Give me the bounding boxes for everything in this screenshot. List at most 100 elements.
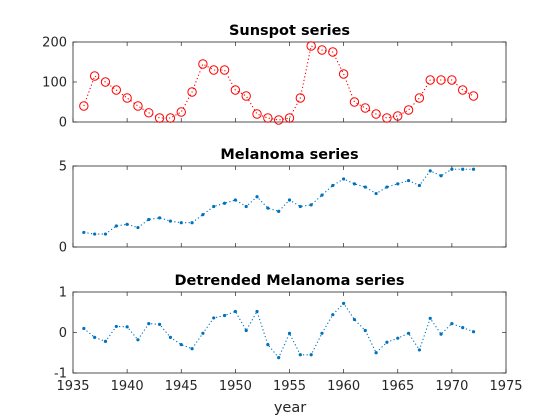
x-tick-label: 1960: [327, 379, 360, 394]
axes-frame: [72, 165, 507, 248]
data-point: [136, 225, 140, 230]
data-point: [252, 109, 262, 119]
data-point: [363, 328, 367, 333]
data-point: [425, 75, 435, 85]
y-tick-label: 200: [42, 36, 67, 51]
data-point: [461, 326, 465, 330]
axes-layer: [72, 41, 507, 374]
data-point: [403, 105, 414, 115]
data-point: [122, 93, 132, 103]
data-point: [393, 111, 403, 121]
data-point: [244, 204, 248, 209]
data-point: [273, 115, 284, 125]
y-tick-label: 0: [59, 116, 67, 131]
data-point: [331, 313, 335, 317]
x-tick-label: 1955: [273, 379, 306, 394]
data-point: [277, 356, 281, 360]
data-point: [190, 221, 194, 225]
data-point: [461, 167, 465, 171]
y-tick-label: -1: [54, 367, 67, 382]
data-point: [114, 224, 118, 228]
data-point: [277, 209, 281, 213]
data-point: [222, 313, 227, 318]
data-point: [93, 232, 97, 236]
data-point: [190, 347, 194, 351]
data-point: [93, 335, 97, 339]
data-point: [385, 185, 389, 189]
data-point: [158, 322, 162, 326]
data-point: [352, 317, 357, 322]
data-point: [284, 113, 295, 123]
data-point: [439, 174, 443, 178]
data-point: [147, 321, 151, 326]
data-point: [295, 93, 306, 103]
data-point: [176, 107, 186, 117]
data-point: [133, 101, 143, 111]
data-point: [352, 182, 357, 186]
data-point: [201, 213, 205, 217]
data-point: [125, 222, 129, 226]
data-point: [233, 198, 237, 202]
data-point: [287, 331, 292, 335]
y-tick-label: 5: [59, 160, 67, 175]
data-point: [209, 65, 219, 75]
data-point: [331, 183, 335, 188]
data-point: [82, 326, 86, 331]
data-point: [328, 47, 338, 57]
data-point: [309, 203, 313, 207]
data-point: [317, 45, 327, 55]
data-point: [179, 221, 183, 225]
data-point: [147, 217, 151, 222]
data-point: [187, 87, 197, 97]
data-point: [428, 316, 432, 320]
data-point: [320, 193, 324, 197]
data-point: [136, 338, 140, 342]
data-point: [360, 103, 370, 113]
data-point: [114, 324, 118, 329]
data-point: [111, 85, 122, 95]
text-layer: 0 100 200 Sunspot series 0 5 Melanoma series 19…: [42, 23, 522, 394]
data-point: [382, 113, 392, 123]
data-layer: [79, 41, 479, 360]
y-tick-label: 100: [42, 76, 67, 91]
data-point: [447, 75, 457, 85]
data-point: [100, 77, 111, 87]
data-point: [158, 216, 162, 220]
data-point: [168, 335, 173, 339]
data-point: [338, 69, 349, 79]
data-point: [79, 101, 89, 111]
data-point: [244, 328, 248, 333]
data-point: [233, 309, 237, 314]
data-point: [287, 198, 292, 202]
data-point: [103, 339, 108, 344]
data-point: [471, 167, 476, 171]
data-point: [385, 340, 389, 344]
data-point: [471, 330, 476, 334]
chart-title: Melanoma series: [220, 147, 358, 163]
data-point: [201, 331, 205, 335]
data-point: [103, 232, 108, 236]
data-point: [417, 348, 421, 352]
data-point: [320, 331, 324, 335]
data-point: [306, 41, 316, 51]
data-point: [468, 91, 479, 101]
y-tick-label: 0: [59, 241, 67, 256]
data-point: [165, 113, 176, 123]
data-point: [144, 108, 154, 118]
data-point: [349, 97, 360, 107]
data-point: [263, 113, 273, 123]
data-point: [436, 75, 446, 85]
x-axis-label: year: [274, 400, 306, 416]
data-point: [266, 206, 270, 210]
y-tick-label: 0: [59, 326, 67, 341]
data-point: [222, 201, 227, 205]
data-point: [450, 321, 454, 326]
data-point: [212, 204, 216, 209]
data-point: [179, 343, 183, 347]
data-point: [406, 331, 411, 335]
data-point: [374, 191, 378, 196]
x-tick-label: 1950: [219, 379, 252, 394]
data-point: [241, 91, 251, 101]
data-point: [82, 230, 86, 235]
